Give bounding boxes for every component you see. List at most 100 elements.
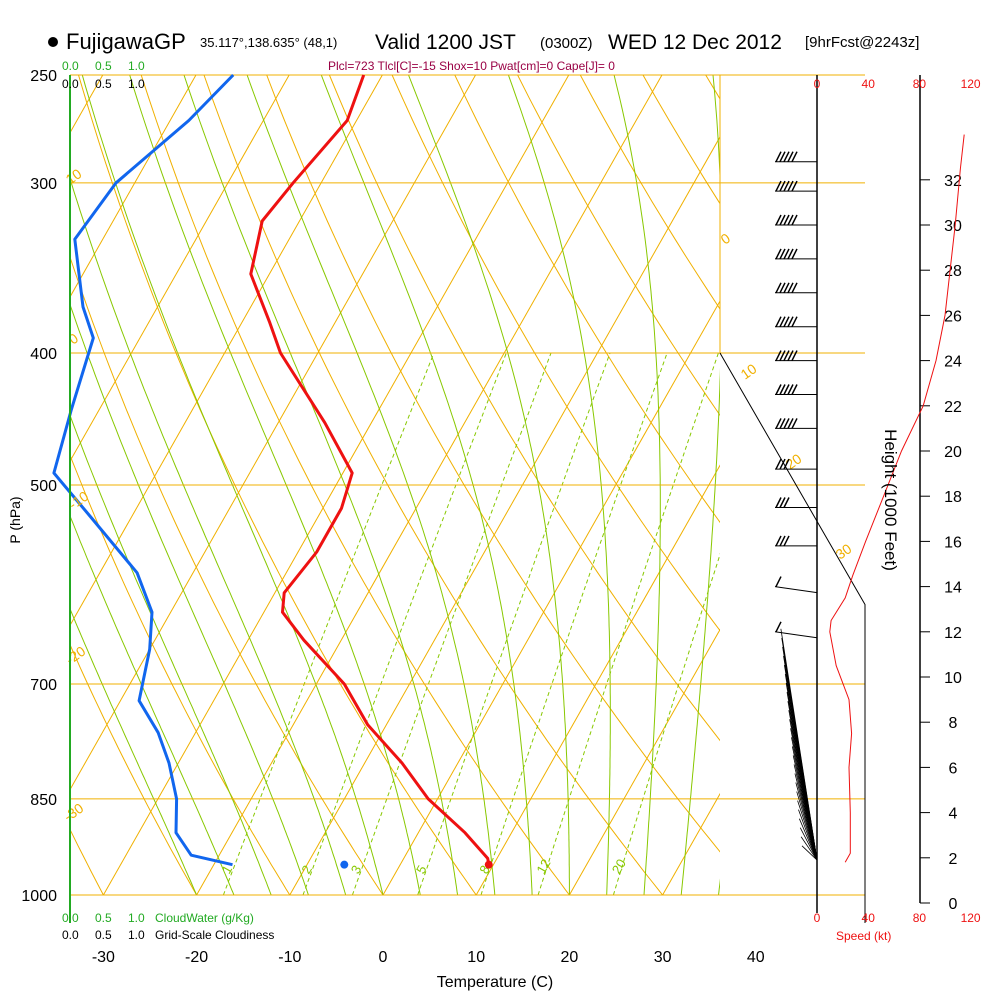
speed-tick-label: 0 (814, 77, 821, 91)
height-tick-label: 26 (944, 308, 962, 325)
temperature-tick-label: -10 (278, 949, 301, 966)
moist-adiabat-line (507, 75, 611, 895)
dry-adiabat-line (70, 453, 291, 895)
height-tick-label: 8 (949, 715, 958, 732)
speed-tick-label: 40 (862, 911, 876, 925)
isotherm-line (70, 75, 290, 463)
isotherm-label: 10 (738, 360, 760, 382)
isotherm-label: -20 (63, 643, 89, 668)
cloud-axis-tick-label: 0.0 (62, 59, 79, 73)
wind-barb-icon (775, 180, 817, 192)
cloud-water-label: CloudWater (g/Kg) (155, 911, 254, 925)
moist-adiabat-line (70, 302, 309, 895)
pressure-tick-label: 250 (30, 68, 57, 85)
wind-barb-icon (775, 151, 817, 163)
mixing-ratio-line (612, 552, 720, 895)
height-tick-label: 16 (944, 534, 962, 551)
cloud-axis-tick-label: 0.5 (95, 928, 112, 942)
cloud-axis-tick-label: 1.0 (128, 928, 145, 942)
low-level-wind-barb-icon (780, 628, 818, 861)
temperature-tick-label: 20 (561, 949, 579, 966)
wind-speed-line (829, 134, 965, 863)
wind-barb-icon (775, 350, 817, 362)
isotherm-label: 30 (833, 540, 855, 562)
low-level-wind-barb-icon (801, 845, 818, 861)
dry-adiabat-line (894, 75, 1000, 895)
zulu-time: (0300Z) (540, 35, 593, 52)
forecast-hours: [9hrFcst@2243z] (805, 34, 919, 51)
moist-adiabat-line (81, 75, 384, 895)
mixing-ratio-label: 5 (413, 863, 430, 877)
cloud-axis-tick-label: 0.5 (95, 911, 112, 925)
cloud-axis-tick-label: 0.5 (95, 59, 112, 73)
station-coords: 35.117°,138.635° (48,1) (200, 35, 337, 50)
low-level-wind-barb-icon (799, 827, 818, 861)
height-tick-label: 2 (949, 851, 958, 868)
speed-tick-label: 40 (862, 77, 876, 91)
mixing-ratio-line (537, 352, 719, 895)
moist-adiabat-line (320, 75, 533, 895)
sounding-profiles (52, 73, 493, 869)
wind-barb-icon (775, 316, 817, 328)
pressure-tick-label: 700 (30, 677, 57, 694)
wind-barb-icon (775, 282, 817, 294)
speed-tick-label: 120 (961, 911, 981, 925)
moist-adiabat-line (680, 75, 720, 895)
height-tick-label: 28 (944, 263, 962, 280)
cloud-axis-tick-label: 1.0 (128, 59, 145, 73)
dry-adiabat-line (78, 75, 477, 895)
station-dot-icon (48, 37, 58, 47)
station-name: FujigawaGP (66, 29, 186, 54)
wind-barb-icon (775, 497, 817, 508)
wind-barb-icon (775, 458, 817, 470)
isotherm-line (0, 75, 10, 895)
wind-barb-icon (774, 621, 818, 639)
cloudiness-label: Grid-Scale Cloudiness (155, 928, 274, 942)
surface-temperature-marker (484, 860, 493, 869)
pressure-tick-label: 400 (30, 346, 57, 363)
temperature-profile-line (249, 74, 491, 865)
dry-adiabat-line (203, 75, 663, 895)
temperature-tick-label: 10 (467, 949, 485, 966)
temperature-tick-label: 30 (654, 949, 672, 966)
temperature-tick-label: -30 (92, 949, 115, 966)
height-tick-label: 18 (944, 489, 962, 506)
mixing-ratio-line (302, 352, 507, 895)
moist-adiabat-line (129, 75, 421, 895)
dry-adiabat-line (957, 75, 1000, 895)
low-level-wind-barb-icon (800, 836, 818, 861)
height-tick-label: 24 (944, 354, 962, 371)
dry-adiabat-line (266, 75, 720, 853)
valid-time: Valid 1200 JST (375, 31, 516, 54)
speed-tick-label: 80 (913, 911, 927, 925)
height-tick-label: 10 (944, 670, 962, 687)
isotherm-label: 10 (63, 165, 85, 187)
temperature-tick-label: 40 (747, 949, 765, 966)
temperature-tick-label: 0 (379, 949, 388, 966)
forecast-date: WED 12 Dec 2012 (608, 31, 782, 54)
cloud-axis-tick-label: 1.0 (128, 77, 145, 91)
wind-barb-icon (774, 576, 818, 594)
height-tick-label: 20 (944, 444, 962, 461)
speed-tick-label: 80 (913, 77, 927, 91)
moist-adiabat-line (246, 75, 496, 895)
wind-barb-icon (775, 384, 817, 395)
mixing-ratio-line (351, 352, 552, 895)
wind-barb-icon (775, 418, 817, 429)
mixing-ratio-label: 20 (609, 856, 629, 876)
height-tick-label: 30 (944, 218, 962, 235)
height-tick-label: 32 (944, 173, 962, 190)
thermo-grid: 1 2 3 5 8 12 20 (0, 74, 1000, 896)
moist-adiabat-line (613, 75, 661, 895)
dry-adiabat-line (70, 643, 198, 895)
height-panel: 0246810121416182022242628303200404080801… (814, 75, 981, 925)
isotherm-label: -30 (61, 800, 87, 825)
stability-indices: Plcl=723 Tlcl[C]=-15 Shox=10 Pwat[cm]=0 … (328, 59, 615, 73)
dewpoint-profile-line (52, 73, 235, 867)
y-axis-title: P (hPa) (7, 496, 23, 543)
chart-axes: 100-10-20-300102030250300400500700850100… (21, 59, 866, 966)
moist-adiabat-line (408, 75, 570, 895)
mixing-ratio-line (480, 352, 668, 895)
cloud-axis-tick-label: 0.0 (62, 77, 79, 91)
